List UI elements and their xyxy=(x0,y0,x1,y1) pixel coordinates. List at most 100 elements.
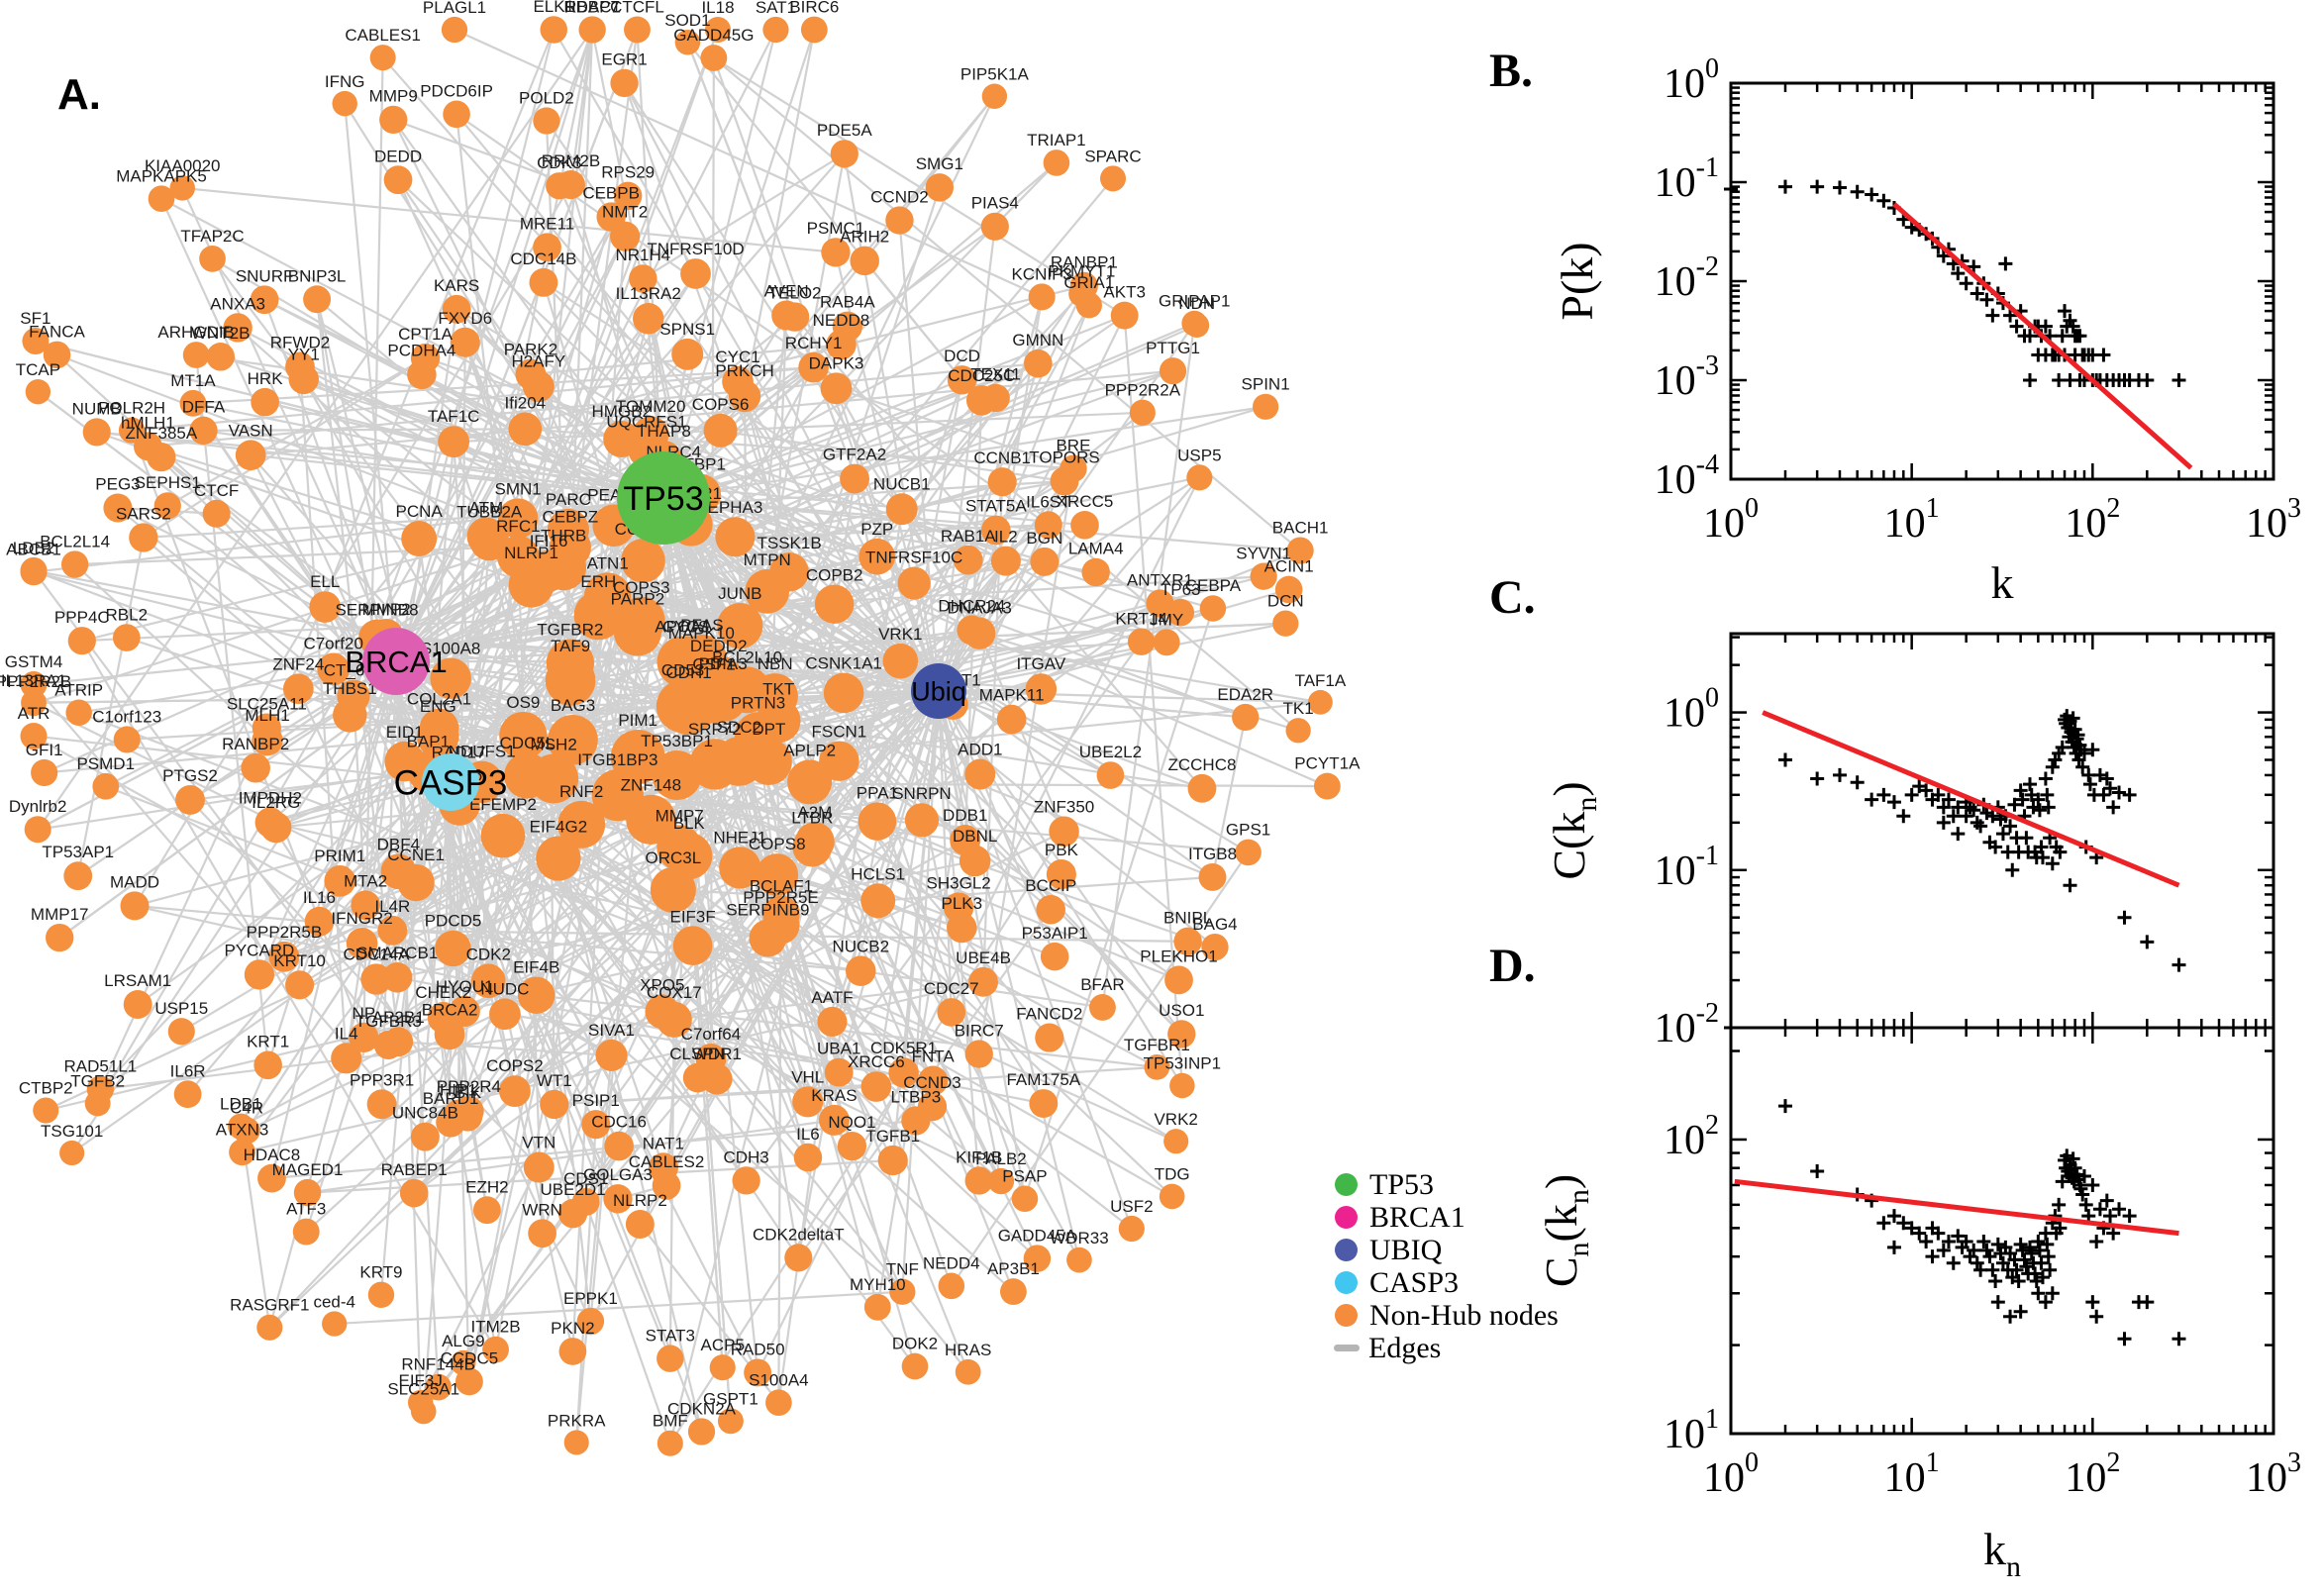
network-node-label: MRE11 xyxy=(520,214,574,233)
data-point xyxy=(2103,1209,2118,1224)
network-edge xyxy=(738,760,960,909)
network-node-label: GRIPAP1 xyxy=(1159,292,1230,311)
data-point xyxy=(2034,1255,2049,1270)
network-edge xyxy=(1101,323,1196,1008)
data-point xyxy=(1777,1099,1792,1114)
network-node-label: SEPHS1 xyxy=(135,473,201,492)
network-node-label: SARS2 xyxy=(116,504,171,523)
network-node-label: RNF2 xyxy=(559,782,603,801)
network-edge xyxy=(1123,315,1183,1086)
network-node-label: ALG9 xyxy=(442,1332,484,1350)
network-node-label: CABLES1 xyxy=(345,26,421,45)
data-point xyxy=(2089,1309,2104,1324)
network-node-label: NMT2 xyxy=(602,203,648,222)
network-node-label: MMP9 xyxy=(369,87,418,106)
network-node-label: CCNE1 xyxy=(387,846,445,864)
data-point xyxy=(2068,1160,2082,1175)
data-point xyxy=(2028,1266,2043,1281)
network-node-label: FAM175A xyxy=(1006,1070,1080,1089)
network-node-label: BLK xyxy=(673,814,706,833)
network-node-label: LTBP3 xyxy=(890,1087,941,1106)
network-edge xyxy=(33,569,390,1047)
network-node xyxy=(442,294,471,324)
data-point xyxy=(2032,1243,2047,1257)
network-edge xyxy=(455,113,940,692)
network-node-label: PCYT1A xyxy=(1294,754,1361,773)
network-node xyxy=(410,343,441,373)
x-axis-label: kn xyxy=(1983,1524,2021,1583)
network-node-label: ELL xyxy=(310,572,340,591)
network-edge xyxy=(166,356,427,507)
network-node-label: BCLAF1 xyxy=(750,877,813,896)
network-node-label: AKT3 xyxy=(1103,283,1146,302)
network-node-label: EZH2 xyxy=(465,1177,508,1196)
data-point xyxy=(1919,1234,1934,1248)
network-node-label: EIF3J xyxy=(398,1371,442,1390)
network-edge xyxy=(502,835,675,1021)
data-point xyxy=(2034,840,2049,854)
network-node-label: MMP7 xyxy=(656,806,704,825)
data-point xyxy=(2060,1148,2074,1163)
network-node-label: ITGB8 xyxy=(1188,845,1237,863)
network-node-label: ELK1 xyxy=(533,0,574,16)
network-edge xyxy=(463,366,815,1012)
network-node-label: POLR2H xyxy=(98,398,165,417)
network-node xyxy=(656,1001,692,1038)
network-node xyxy=(877,1145,908,1176)
network-node-label: NQO1 xyxy=(828,1113,875,1132)
network-node-label: PALB2 xyxy=(975,1149,1027,1168)
network-edge xyxy=(661,29,816,499)
network-edge xyxy=(395,236,627,662)
network-node-label: RAB4A xyxy=(820,293,875,312)
data-point xyxy=(2112,785,2127,800)
network-edge xyxy=(131,430,365,1039)
data-point xyxy=(2096,348,2111,362)
network-edge xyxy=(394,29,639,662)
data-point xyxy=(2172,1332,2186,1347)
network-node xyxy=(889,1278,916,1305)
network-node-label: ACIN1 xyxy=(1264,557,1314,576)
data-points xyxy=(1724,709,2186,1035)
data-point xyxy=(2052,1197,2067,1212)
network-node-label: PYCARD xyxy=(224,941,294,959)
network-edge xyxy=(808,478,857,783)
data-point xyxy=(1925,1249,1940,1264)
network-node-label: CCND2 xyxy=(870,187,929,206)
network-node-label: WRN xyxy=(522,1200,562,1219)
network-edge xyxy=(454,28,1043,298)
network-node-label: BIRC6 xyxy=(789,0,839,17)
network-node xyxy=(1201,933,1229,961)
network-node xyxy=(173,1080,202,1109)
network-node-label: LAMA4 xyxy=(1068,540,1124,558)
network-edge xyxy=(137,781,452,1006)
data-point xyxy=(2075,1187,2090,1202)
network-edge xyxy=(134,183,572,907)
network-node-label: WDR1 xyxy=(692,1045,742,1063)
network-node xyxy=(401,521,438,556)
network-node-label: XRCC6 xyxy=(848,1052,905,1071)
axis-tick-label: 102 xyxy=(1664,1110,1719,1163)
network-node-label: ANXA3 xyxy=(210,294,265,313)
network-edge xyxy=(437,476,1201,1388)
network-node-label: SH3GL2 xyxy=(927,873,991,892)
fit-line xyxy=(1762,710,2180,888)
network-node-label: MMP2 xyxy=(362,600,411,619)
data-point xyxy=(2024,1246,2039,1260)
network-node xyxy=(556,170,585,200)
network-node xyxy=(1035,1023,1064,1052)
network-edge xyxy=(607,476,1200,598)
network-node xyxy=(595,1039,628,1071)
network-node-label: BACH1 xyxy=(1272,518,1329,537)
axis-tick-label: 10-1 xyxy=(1655,841,1719,894)
network-node xyxy=(1164,965,1193,995)
network-node xyxy=(901,1106,931,1136)
network-edge xyxy=(678,847,809,1158)
data-point xyxy=(2041,800,2056,815)
data-point xyxy=(2045,856,2060,871)
network-node-label: TGFBR2 xyxy=(537,621,603,640)
network-node-label: GPS1 xyxy=(1226,821,1270,840)
data-point xyxy=(2092,1202,2107,1217)
data-point xyxy=(1998,256,2013,271)
network-node xyxy=(548,715,598,765)
network-node xyxy=(129,523,158,552)
